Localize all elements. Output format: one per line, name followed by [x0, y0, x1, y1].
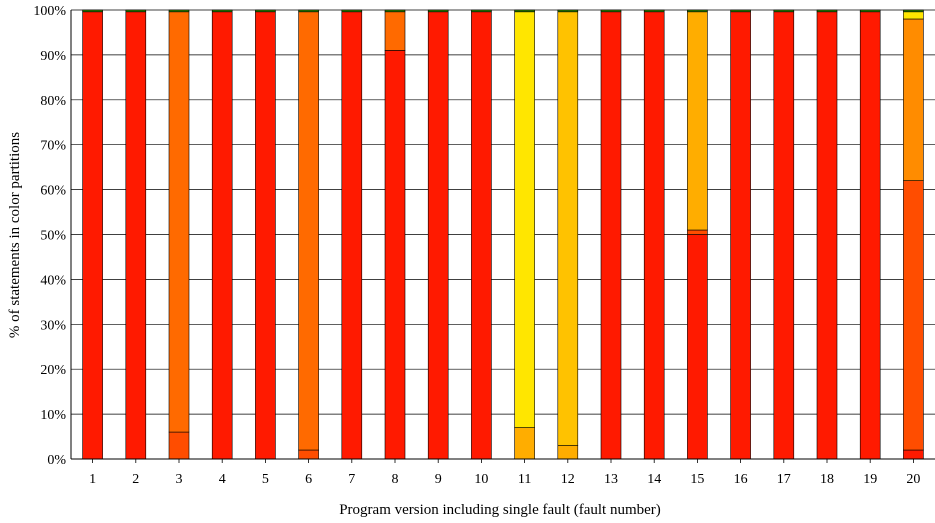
bar-segment: [341, 9, 363, 13]
y-axis-label: % of statements in color partitions: [7, 132, 23, 338]
bar-segment: [514, 9, 535, 13]
gridlines: [71, 9, 935, 460]
bar-segment: [859, 11, 881, 460]
bar-segment: [82, 11, 103, 460]
y-tick-label: 70%: [40, 139, 66, 154]
y-tick-label: 80%: [40, 94, 66, 109]
bar-segment: [557, 9, 579, 13]
x-tick-label: 11: [518, 472, 531, 487]
bar-segment: [168, 9, 190, 13]
bar-segment: [427, 9, 449, 13]
y-tick-label: 40%: [40, 273, 66, 288]
y-tick-label: 90%: [40, 49, 66, 64]
x-tick-label: 14: [647, 472, 661, 487]
bar-segment: [514, 427, 535, 460]
bar-segment: [687, 229, 708, 235]
x-tick-label: 20: [906, 472, 920, 487]
x-tick-labels: 1 2 3 4 5 6 7 8 9 10 11 12 13 14 15 16 17 18 19 20: [89, 472, 920, 487]
bar-segment: [384, 9, 406, 13]
x-tick-label: 12: [561, 472, 575, 487]
x-axis-label: Program version including single fault (…: [339, 502, 661, 518]
bar-segment: [730, 11, 751, 460]
bar-segment: [557, 445, 579, 460]
y-tick-label: 100%: [33, 4, 66, 19]
x-tick-label: 8: [392, 472, 399, 487]
bar-segment: [816, 11, 838, 460]
bar-segment: [557, 11, 579, 446]
bar-segment: [298, 449, 319, 460]
bar-segment: [687, 234, 708, 460]
bar-segment: [471, 9, 492, 13]
x-tick-label: 16: [734, 472, 748, 487]
bars: [82, 9, 924, 460]
x-tick-label: 9: [435, 472, 442, 487]
bar-segment: [903, 11, 924, 20]
bar-segment: [125, 11, 147, 460]
bar-segment: [903, 180, 924, 451]
bar-segment: [384, 11, 406, 51]
x-tick-label: 5: [262, 472, 269, 487]
bar-segment: [773, 11, 795, 460]
bar-segment: [687, 11, 708, 231]
y-tick-label: 50%: [40, 229, 66, 244]
bar-segment: [125, 9, 147, 13]
x-tick-label: 18: [820, 472, 834, 487]
bar-segment: [471, 11, 492, 460]
x-tick-label: 13: [604, 472, 618, 487]
bar-segment: [903, 449, 924, 460]
bar-segment: [773, 9, 795, 13]
bar-segment: [687, 9, 708, 13]
bar-segment: [600, 9, 622, 13]
bar-segment: [168, 431, 190, 460]
bar-segment: [514, 11, 535, 428]
y-tick-labels: 0% 10% 20% 30% 40% 50% 60% 70% 80% 90% 100%: [33, 4, 66, 468]
x-tick-label: 7: [348, 472, 355, 487]
y-tick-label: 60%: [40, 184, 66, 199]
bar-segment: [859, 9, 881, 13]
bar-segment: [82, 9, 103, 13]
x-tick-label: 19: [863, 472, 877, 487]
bar-segment: [384, 50, 406, 460]
bar-segment: [643, 11, 665, 460]
x-tick-label: 1: [89, 472, 96, 487]
bar-segment: [730, 9, 751, 13]
x-tick-label: 4: [219, 472, 226, 487]
y-tick-label: 30%: [40, 318, 66, 333]
bar-segment: [255, 9, 276, 13]
y-tick-label: 10%: [40, 408, 66, 423]
x-tick-label: 3: [176, 472, 183, 487]
bar-segment: [600, 11, 622, 460]
x-tick-label: 15: [690, 472, 704, 487]
axes: [70, 10, 935, 463]
bar-segment: [298, 11, 319, 451]
bar-segment: [168, 11, 190, 433]
bar-segment: [211, 9, 233, 13]
bar-segment: [298, 9, 319, 13]
y-tick-label: 20%: [40, 363, 66, 378]
y-tick-label: 0%: [47, 453, 66, 468]
x-tick-label: 17: [777, 472, 791, 487]
bar-segment: [255, 11, 276, 460]
bar-segment: [427, 11, 449, 460]
bar-segment: [903, 9, 924, 13]
bar-segment: [816, 9, 838, 13]
x-tick-label: 10: [474, 472, 488, 487]
x-tick-label: 2: [132, 472, 139, 487]
bar-segment: [341, 11, 363, 460]
bar-segment: [903, 18, 924, 181]
bar-segment: [211, 11, 233, 460]
bar-segment: [643, 9, 665, 13]
x-tick-label: 6: [305, 472, 312, 487]
